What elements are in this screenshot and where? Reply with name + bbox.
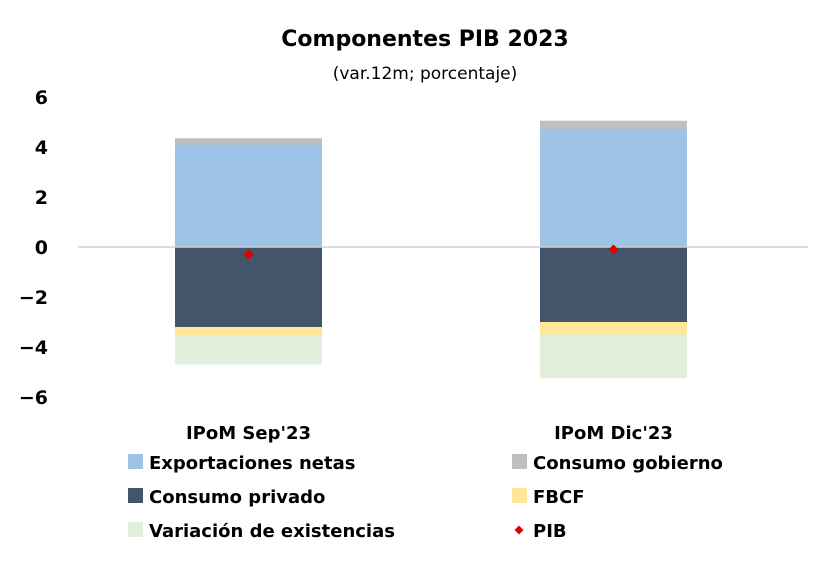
bar-segment bbox=[175, 335, 322, 365]
legend-swatch bbox=[128, 488, 143, 503]
chart-title: Componentes PIB 2023 bbox=[281, 27, 568, 52]
legend-label: Consumo gobierno bbox=[533, 453, 723, 474]
chart-subtitle: (var.12m; porcentaje) bbox=[333, 64, 518, 84]
bar-segment bbox=[175, 144, 322, 247]
bar-segment bbox=[175, 138, 322, 145]
bar-segment bbox=[175, 247, 322, 327]
y-tick-label: −4 bbox=[19, 337, 48, 359]
legend-label: PIB bbox=[533, 521, 567, 542]
y-axis-ticks: 6 4 2 0 −2 −4 −6 bbox=[19, 87, 48, 409]
y-tick-label: −6 bbox=[19, 387, 48, 409]
gdp-point bbox=[243, 249, 254, 260]
legend-label: Variación de existencias bbox=[149, 521, 395, 542]
bar-segment bbox=[175, 327, 322, 336]
y-tick-label: −2 bbox=[19, 287, 48, 309]
legend-swatch bbox=[128, 522, 143, 537]
legend-swatch bbox=[512, 488, 527, 503]
gdp-point bbox=[608, 244, 619, 255]
legend-swatch bbox=[128, 454, 143, 469]
legend-swatch bbox=[512, 454, 527, 469]
legend-swatch bbox=[514, 525, 524, 535]
legend-label: Exportaciones netas bbox=[149, 453, 355, 474]
category-label: IPoM Dic'23 bbox=[554, 423, 673, 444]
bar-segment bbox=[540, 334, 687, 379]
bar-segment bbox=[540, 322, 687, 335]
y-tick-label: 0 bbox=[35, 237, 48, 259]
legend-label: FBCF bbox=[533, 487, 585, 508]
y-tick-label: 2 bbox=[35, 187, 48, 209]
bars bbox=[175, 120, 687, 379]
bar-segment bbox=[540, 129, 687, 247]
legend: Exportaciones netas Consumo gobierno Consu… bbox=[128, 453, 723, 542]
bar-segment bbox=[540, 247, 687, 322]
gdp-markers bbox=[243, 244, 619, 260]
category-label: IPoM Sep'23 bbox=[186, 423, 311, 444]
y-tick-label: 6 bbox=[35, 87, 48, 109]
legend-label: Consumo privado bbox=[149, 487, 325, 508]
x-axis-labels: IPoM Sep'23 IPoM Dic'23 bbox=[186, 423, 673, 444]
bar-segment bbox=[540, 120, 687, 130]
y-tick-label: 4 bbox=[35, 137, 48, 159]
